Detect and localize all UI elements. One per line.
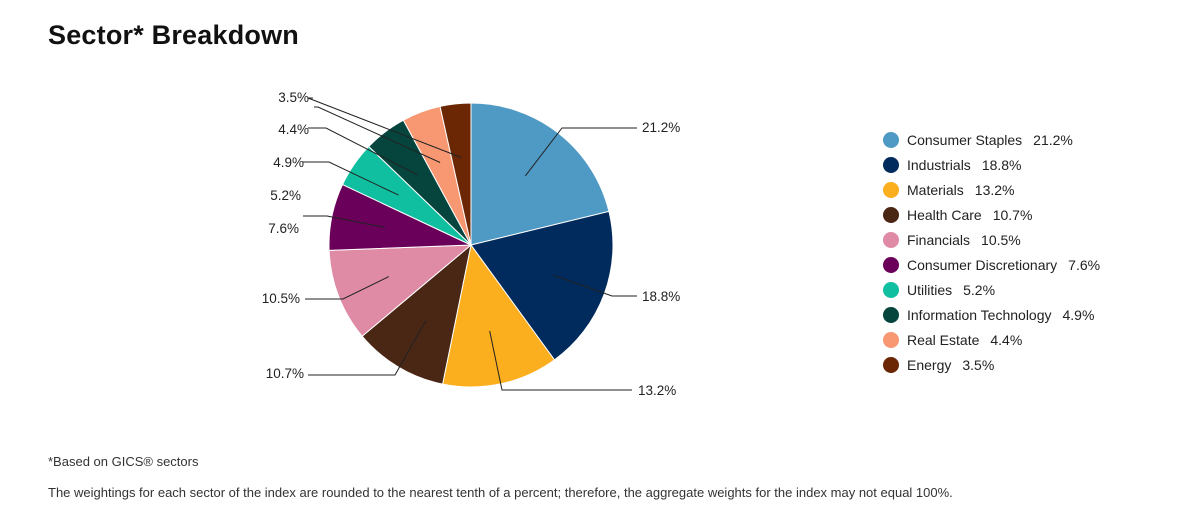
legend-item: Health Care 10.7% [883, 202, 1100, 227]
chart-legend: Consumer Staples 21.2% Industrials 18.8% Mat… [883, 127, 1100, 377]
legend-label: Industrials [907, 156, 971, 173]
leader-line [308, 127, 418, 176]
legend-label: Real Estate [907, 331, 980, 348]
leader-line [489, 330, 632, 391]
legend-value: 4.9% [1062, 306, 1095, 323]
legend-label: Consumer Discretionary [907, 256, 1058, 273]
data-label: 3.5% [278, 90, 309, 105]
footnote: *Based on GICS® sectors [48, 454, 199, 469]
leader-line [314, 106, 441, 163]
leader-line [308, 320, 427, 376]
leader-line [303, 215, 385, 228]
legend-swatch [883, 181, 899, 198]
legend-value: 18.8% [981, 156, 1022, 173]
legend-item: Utilities 5.2% [883, 277, 1100, 302]
data-label: 4.4% [278, 122, 309, 137]
legend-swatch [883, 306, 899, 323]
legend-label: Materials [907, 181, 964, 198]
data-label: 4.9% [273, 155, 304, 170]
legend-value: 10.7% [992, 206, 1033, 223]
legend-label: Information Technology [907, 306, 1052, 323]
leader-line [307, 97, 462, 158]
legend-item: Consumer Staples 21.2% [883, 127, 1100, 152]
data-label: 5.2% [270, 188, 301, 203]
legend-swatch [883, 231, 899, 248]
legend-swatch [883, 281, 899, 298]
leader-line [303, 161, 399, 196]
legend-value: 4.4% [990, 331, 1023, 348]
legend-swatch [883, 131, 899, 148]
legend-item: Consumer Discretionary 7.6% [883, 252, 1100, 277]
pie-slice-energy [439, 102, 472, 246]
pie-slice-financials [328, 244, 473, 337]
pie-chart: 21.2% 18.8% 13.2% 10.7% 10.5% 7.6% 5.2% 4.9% 4.4… [262, 90, 681, 398]
legend-swatch [883, 256, 899, 273]
legend-item: Financials 10.5% [883, 227, 1100, 252]
legend-item: Real Estate 4.4% [883, 327, 1100, 352]
data-label: 10.7% [266, 366, 304, 381]
pie-slice-industrials [470, 210, 614, 361]
legend-item: Information Technology 4.9% [883, 302, 1100, 327]
legend-item: Materials 13.2% [883, 177, 1100, 202]
pie-slice-health-care [361, 243, 472, 385]
legend-label: Consumer Staples [907, 131, 1023, 148]
legend-swatch [883, 331, 899, 348]
leader-line [553, 274, 637, 297]
pie-slice-consumer-staples [470, 102, 610, 246]
legend-label: Financials [907, 231, 971, 248]
data-label: 13.2% [638, 383, 676, 398]
legend-value: 7.6% [1068, 256, 1101, 273]
legend-value: 3.5% [962, 356, 995, 373]
page-title: Sector* Breakdown [48, 20, 299, 50]
legend-value: 5.2% [963, 281, 996, 298]
legend-label: Utilities [907, 281, 953, 298]
legend-value: 21.2% [1033, 131, 1073, 148]
legend-swatch [883, 156, 899, 173]
legend-label: Energy [907, 356, 952, 373]
data-label: 7.6% [268, 221, 299, 236]
legend-item: Energy 3.5% [883, 352, 1100, 377]
leader-line [305, 276, 390, 300]
legend-item: Industrials 18.8% [883, 152, 1100, 177]
disclaimer: The weightings for each sector of the in… [48, 485, 953, 500]
legend-value: 13.2% [974, 181, 1015, 198]
leader-line [525, 127, 637, 177]
legend-swatch [883, 206, 899, 223]
legend-value: 10.5% [981, 231, 1021, 248]
data-label: 10.5% [262, 291, 300, 306]
data-label: 21.2% [642, 120, 680, 135]
data-label: 18.8% [642, 289, 680, 304]
legend-label: Health Care [907, 206, 982, 223]
legend-swatch [883, 356, 899, 373]
